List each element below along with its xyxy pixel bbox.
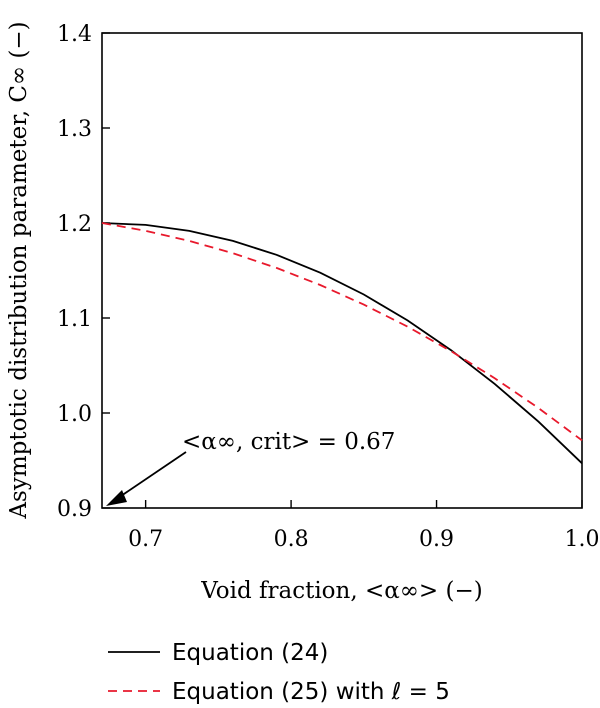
plot-frame	[101, 32, 583, 509]
series-line-1	[101, 222, 583, 464]
legend-label-equation-25: Equation (25) with ℓ = 5	[172, 679, 450, 705]
y-axis-title: Asymptotic distribution parameter, C∞ (−…	[6, 21, 32, 519]
annotation-arrowhead	[106, 490, 127, 506]
y-tick-label: 1.1	[57, 307, 92, 332]
legend: Equation (24) Equation (25) with ℓ = 5	[108, 640, 450, 705]
y-tick-label: 0.9	[57, 497, 92, 522]
y-tick-label: 1.0	[57, 402, 92, 427]
y-axis-ticks: 0.9 1.0 1.1 1.2 1.3 1.4	[57, 22, 110, 522]
annotation-label: <α∞, crit> = 0.67	[182, 429, 395, 455]
series-layer	[101, 222, 583, 464]
y-tick-label: 1.2	[57, 212, 92, 237]
series-line-2	[101, 222, 583, 442]
x-tick-label: 0.7	[128, 527, 163, 552]
y-tick-label: 1.4	[57, 22, 92, 47]
x-tick-label: 1.0	[565, 527, 600, 552]
x-tick-label: 0.8	[274, 527, 309, 552]
x-axis-title: Void fraction, <α∞> (−)	[200, 578, 482, 604]
x-axis-ticks: 0.7 0.8 0.9 1.0	[128, 500, 600, 552]
legend-label-equation-24: Equation (24)	[172, 640, 328, 666]
x-tick-label: 0.9	[419, 527, 454, 552]
critical-void-annotation: <α∞, crit> = 0.67	[106, 429, 395, 506]
y-tick-label: 1.3	[57, 117, 92, 142]
annotation-arrow-shaft	[117, 451, 187, 499]
